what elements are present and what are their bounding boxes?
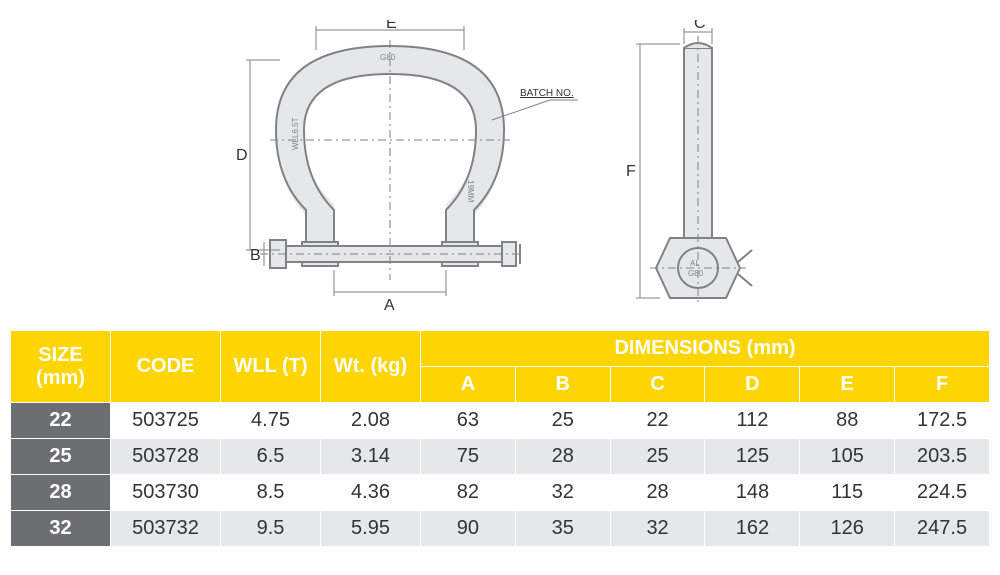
table-cell: 88 [800, 403, 895, 439]
table-cell: 6.5 [221, 439, 321, 475]
table-cell: 125 [705, 439, 800, 475]
table-cell: 82 [421, 475, 516, 511]
marking-size: 19MM [466, 180, 475, 203]
dim-label-f: F [626, 163, 636, 180]
batch-no-label: BATCH NO. [520, 88, 574, 99]
table-cell: 28 [515, 439, 610, 475]
dim-label-a: A [384, 297, 395, 314]
table-cell: 32 [515, 475, 610, 511]
th-dimensions: DIMENSIONS (mm) [421, 331, 990, 367]
table-cell: 503732 [111, 511, 221, 547]
technical-drawing: E D B A WLL6.5T G80 19MM BATCH NO. [10, 10, 990, 330]
table-cell: 203.5 [895, 439, 990, 475]
table-cell: 28 [610, 475, 705, 511]
dimensions-table: SIZE (mm) CODE WLL (T) Wt. (kg) DIMENSIO… [10, 330, 990, 547]
table-cell: 162 [705, 511, 800, 547]
table-cell: 148 [705, 475, 800, 511]
table-cell: 126 [800, 511, 895, 547]
table-cell: 9.5 [221, 511, 321, 547]
table-cell: 105 [800, 439, 895, 475]
table-cell: 75 [421, 439, 516, 475]
table-row: 325037329.55.95903532162126247.5 [11, 511, 990, 547]
th-code: CODE [111, 331, 221, 403]
th-dim-e: E [800, 367, 895, 403]
table-cell: 503725 [111, 403, 221, 439]
th-wll: WLL (T) [221, 331, 321, 403]
th-dim-d: D [705, 367, 800, 403]
table-cell: 22 [610, 403, 705, 439]
dim-label-e: E [386, 20, 397, 32]
dim-label-b: B [250, 247, 261, 264]
table-cell: 25 [610, 439, 705, 475]
th-dim-f: F [895, 367, 990, 403]
pin-side-view: C F AL G80 [620, 20, 780, 320]
table-cell: 32 [11, 511, 111, 547]
table-cell: 5.95 [321, 511, 421, 547]
table-cell: 2.08 [321, 403, 421, 439]
table-cell: 25 [515, 403, 610, 439]
table-cell: 8.5 [221, 475, 321, 511]
table-cell: 503730 [111, 475, 221, 511]
table-cell: 224.5 [895, 475, 990, 511]
table-cell: 32 [610, 511, 705, 547]
th-dim-a: A [421, 367, 516, 403]
table-cell: 35 [515, 511, 610, 547]
marking-cert: AL [690, 259, 700, 268]
table-cell: 90 [421, 511, 516, 547]
table-cell: 503728 [111, 439, 221, 475]
dim-label-d: D [236, 147, 248, 164]
table-cell: 28 [11, 475, 111, 511]
table-cell: 112 [705, 403, 800, 439]
table-cell: 4.36 [321, 475, 421, 511]
table-body: 225037254.752.0863252211288172.525503728… [11, 403, 990, 547]
table-row: 225037254.752.0863252211288172.5 [11, 403, 990, 439]
marking-wll: WLL6.5T [291, 117, 300, 150]
th-dim-b: B [515, 367, 610, 403]
table-cell: 115 [800, 475, 895, 511]
dim-label-c: C [694, 20, 706, 32]
table-cell: 4.75 [221, 403, 321, 439]
marking-grade: G80 [380, 53, 396, 62]
table-cell: 22 [11, 403, 111, 439]
table-cell: 3.14 [321, 439, 421, 475]
table-cell: 63 [421, 403, 516, 439]
table-row: 285037308.54.36823228148115224.5 [11, 475, 990, 511]
table-cell: 172.5 [895, 403, 990, 439]
table-cell: 247.5 [895, 511, 990, 547]
table-cell: 25 [11, 439, 111, 475]
shackle-front-view: E D B A WLL6.5T G80 19MM BATCH NO. [220, 20, 580, 320]
th-wt: Wt. (kg) [321, 331, 421, 403]
th-size: SIZE (mm) [11, 331, 111, 403]
th-dim-c: C [610, 367, 705, 403]
marking-grade-2: G80 [688, 269, 704, 278]
table-row: 255037286.53.14752825125105203.5 [11, 439, 990, 475]
